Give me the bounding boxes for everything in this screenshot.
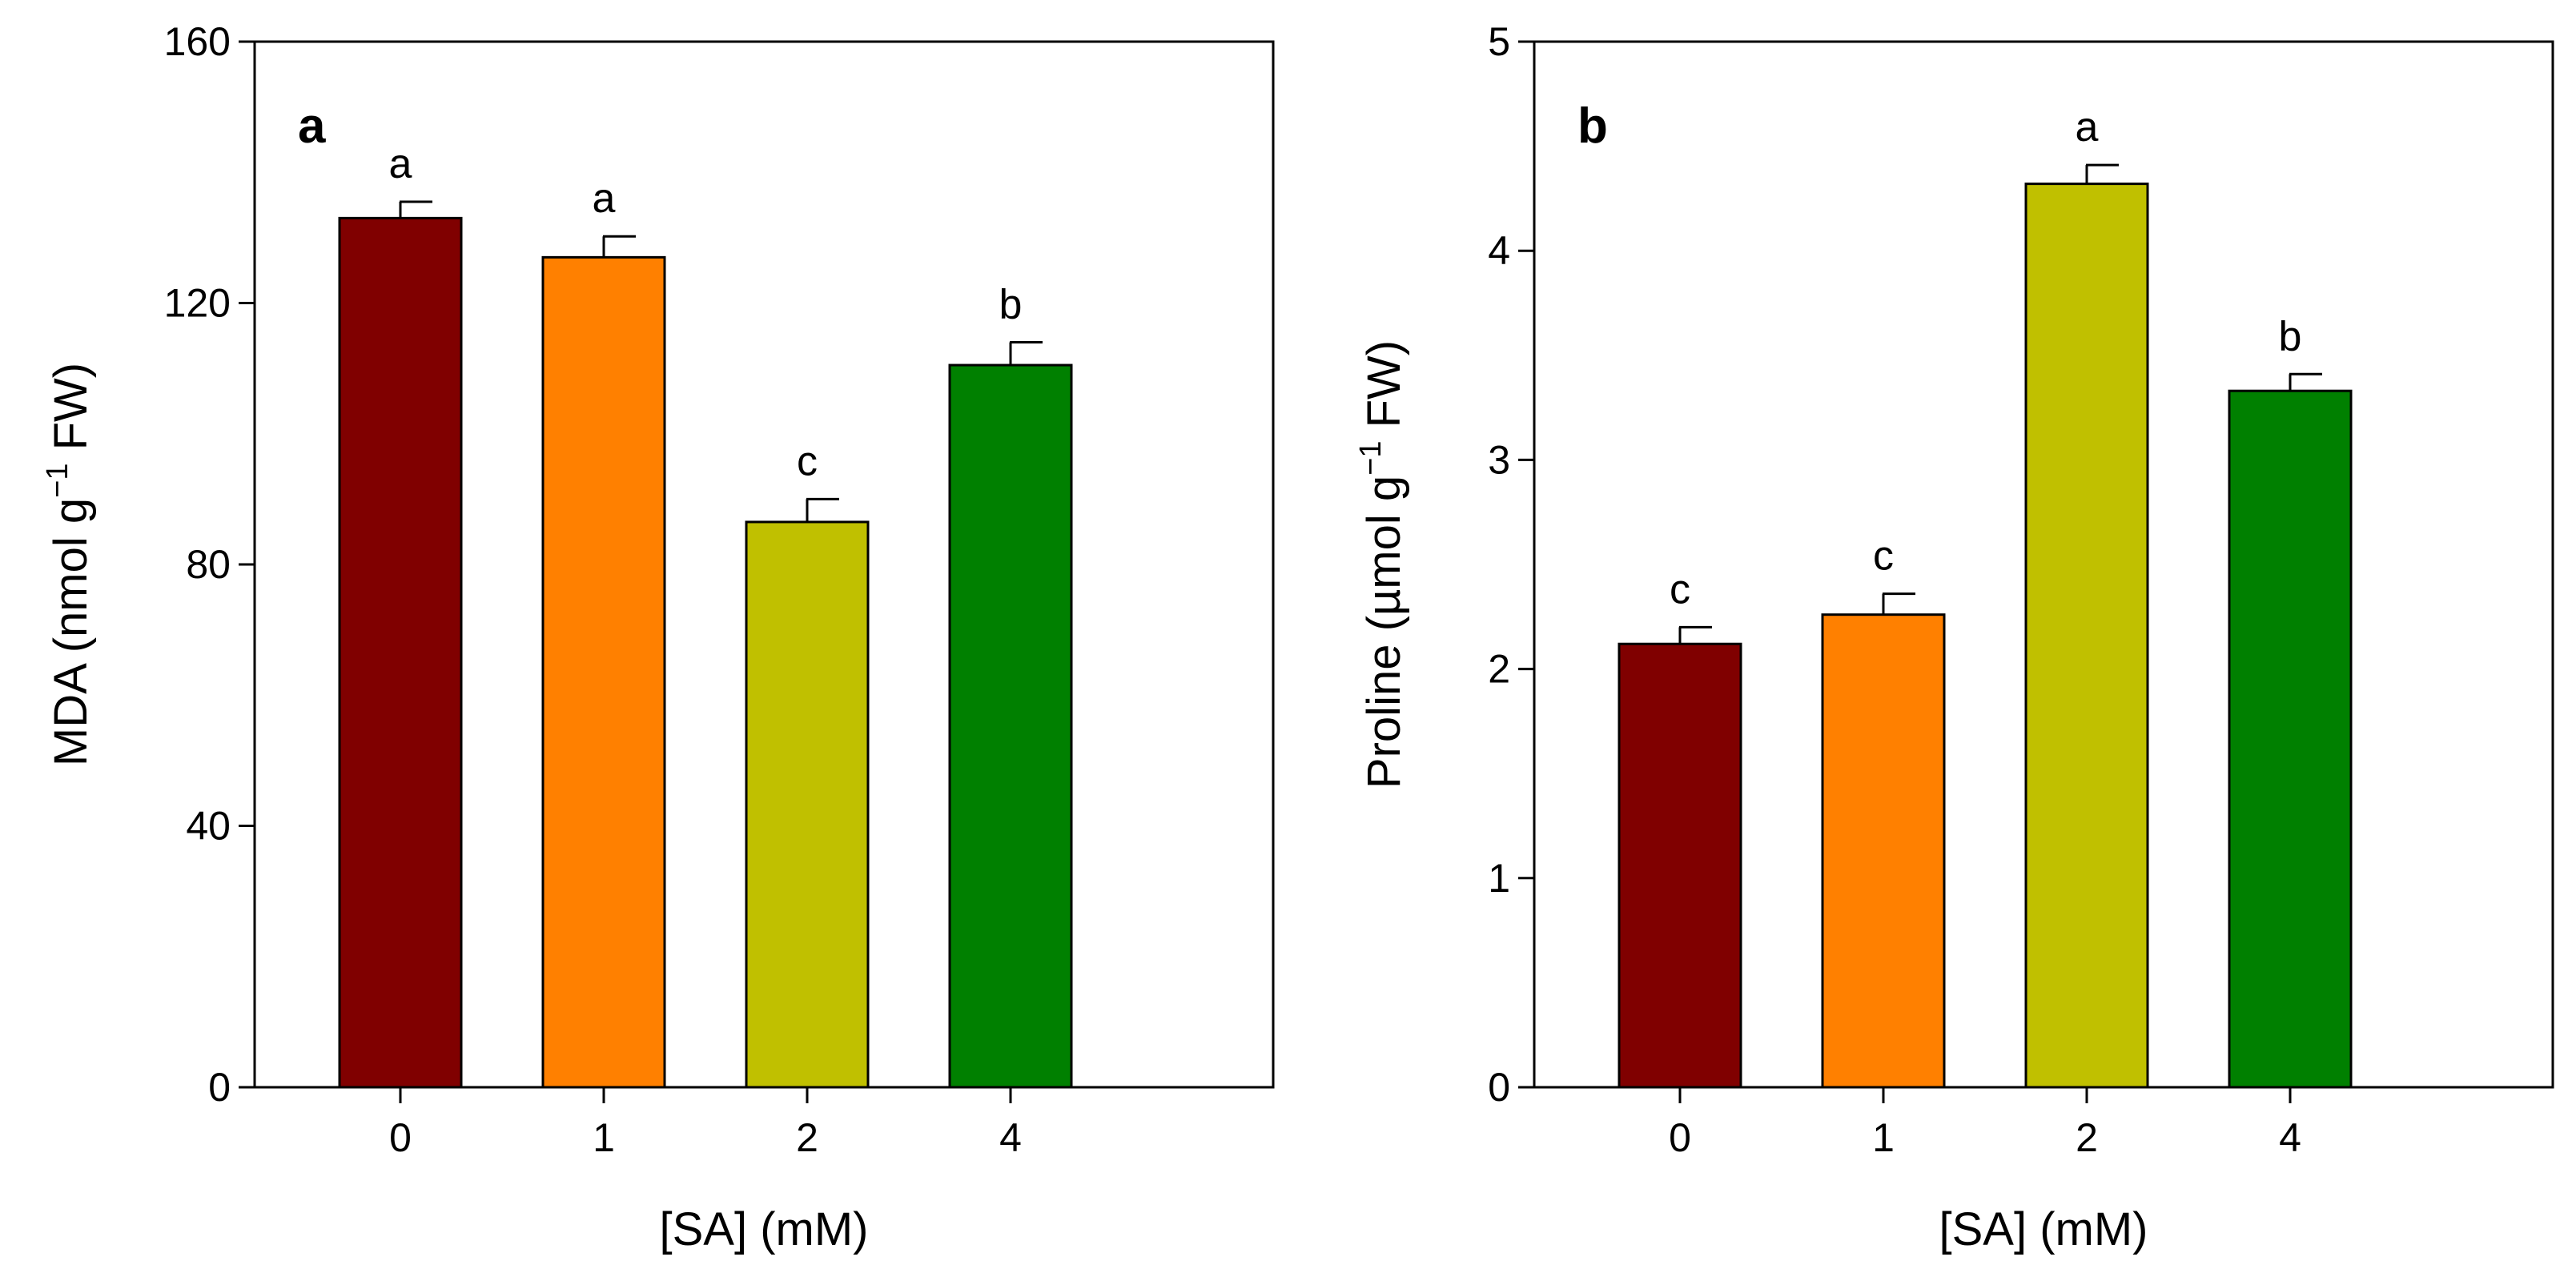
y-tick-label: 0 <box>208 1065 231 1110</box>
significance-letter: c <box>1670 566 1690 612</box>
significance-letter: c <box>1873 533 1894 580</box>
y-tick-label: 120 <box>164 281 231 326</box>
chart-panel-b: 0 1 2 3 4 5 0 c 1 c 2 a 4 b b [SA] (mM) Proline (µmol g−… <box>1354 19 2554 1255</box>
y-axis-label-superscript: −1 <box>1354 441 1388 476</box>
y-tick-label: 3 <box>1488 437 1510 482</box>
error-bar <box>602 235 636 258</box>
panel-label: b <box>1577 98 1608 154</box>
bar-1 <box>1821 613 1946 1089</box>
error-bar <box>2289 372 2322 392</box>
x-tick-label: 4 <box>2279 1115 2301 1160</box>
y-tick-label: 5 <box>1488 19 1510 64</box>
x-tick-label: 0 <box>389 1115 412 1160</box>
error-bar <box>2085 163 2119 184</box>
panel-label: a <box>298 98 326 154</box>
x-tick-label: 2 <box>796 1115 818 1160</box>
y-axis-label-superscript: −1 <box>41 464 74 498</box>
significance-letter: a <box>2076 104 2099 151</box>
y-axis-label-end: FW) <box>1358 340 1410 441</box>
x-tick-label: 1 <box>593 1115 615 1160</box>
significance-letter: a <box>593 175 616 222</box>
x-axis-label: [SA] (mM) <box>1939 1203 2148 1255</box>
y-tick-label: 40 <box>186 804 231 849</box>
y-axis-label: Proline (µmol g−1 FW) <box>1354 340 1410 789</box>
error-bar <box>1009 340 1043 366</box>
bar-4 <box>2228 389 2353 1089</box>
y-axis-label-end: FW) <box>45 363 97 464</box>
y-tick-label: 80 <box>186 542 231 587</box>
x-tick-label: 1 <box>1872 1115 1895 1160</box>
bar-1 <box>541 255 666 1089</box>
error-bar <box>399 200 432 219</box>
chart-panel-a: 0 40 80 120 160 0 a 1 a 2 c 4 b a [SA] (mM) MDA (nmol g… <box>41 19 1275 1255</box>
y-tick-label: 2 <box>1488 647 1510 692</box>
significance-letter: a <box>389 141 412 187</box>
y-tick-label: 4 <box>1488 228 1510 273</box>
bar-4 <box>948 363 1073 1089</box>
x-tick-label: 0 <box>1669 1115 1691 1160</box>
error-bar <box>806 497 839 522</box>
y-tick-label: 0 <box>1488 1065 1510 1110</box>
bar-2 <box>745 520 870 1089</box>
significance-letter: b <box>2279 313 2302 359</box>
bar-2 <box>2024 183 2149 1089</box>
x-tick-label: 4 <box>999 1115 1022 1160</box>
y-tick-label: 160 <box>164 19 231 64</box>
significance-letter: b <box>999 281 1023 327</box>
bar-0 <box>338 216 463 1089</box>
bar-0 <box>1618 642 1742 1089</box>
y-axis-label-main: Proline (µmol g <box>1358 476 1410 789</box>
y-tick-label: 1 <box>1488 856 1510 901</box>
y-axis-label: MDA (nmol g−1 FW) <box>41 363 97 766</box>
x-tick-label: 2 <box>2076 1115 2098 1160</box>
significance-letter: c <box>797 438 818 484</box>
x-axis-label: [SA] (mM) <box>660 1203 869 1255</box>
error-bar <box>1882 592 1915 615</box>
y-axis-label-main: MDA (nmol g <box>45 498 97 766</box>
error-bar <box>1678 625 1712 645</box>
